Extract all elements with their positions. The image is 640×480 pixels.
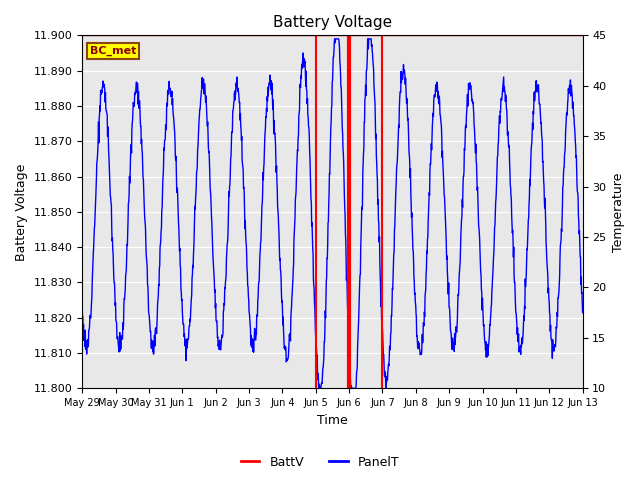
Title: Battery Voltage: Battery Voltage — [273, 15, 392, 30]
X-axis label: Time: Time — [317, 414, 348, 427]
Text: BC_met: BC_met — [90, 46, 136, 56]
Y-axis label: Temperature: Temperature — [612, 172, 625, 252]
Legend: BattV, PanelT: BattV, PanelT — [236, 451, 404, 474]
Y-axis label: Battery Voltage: Battery Voltage — [15, 163, 28, 261]
